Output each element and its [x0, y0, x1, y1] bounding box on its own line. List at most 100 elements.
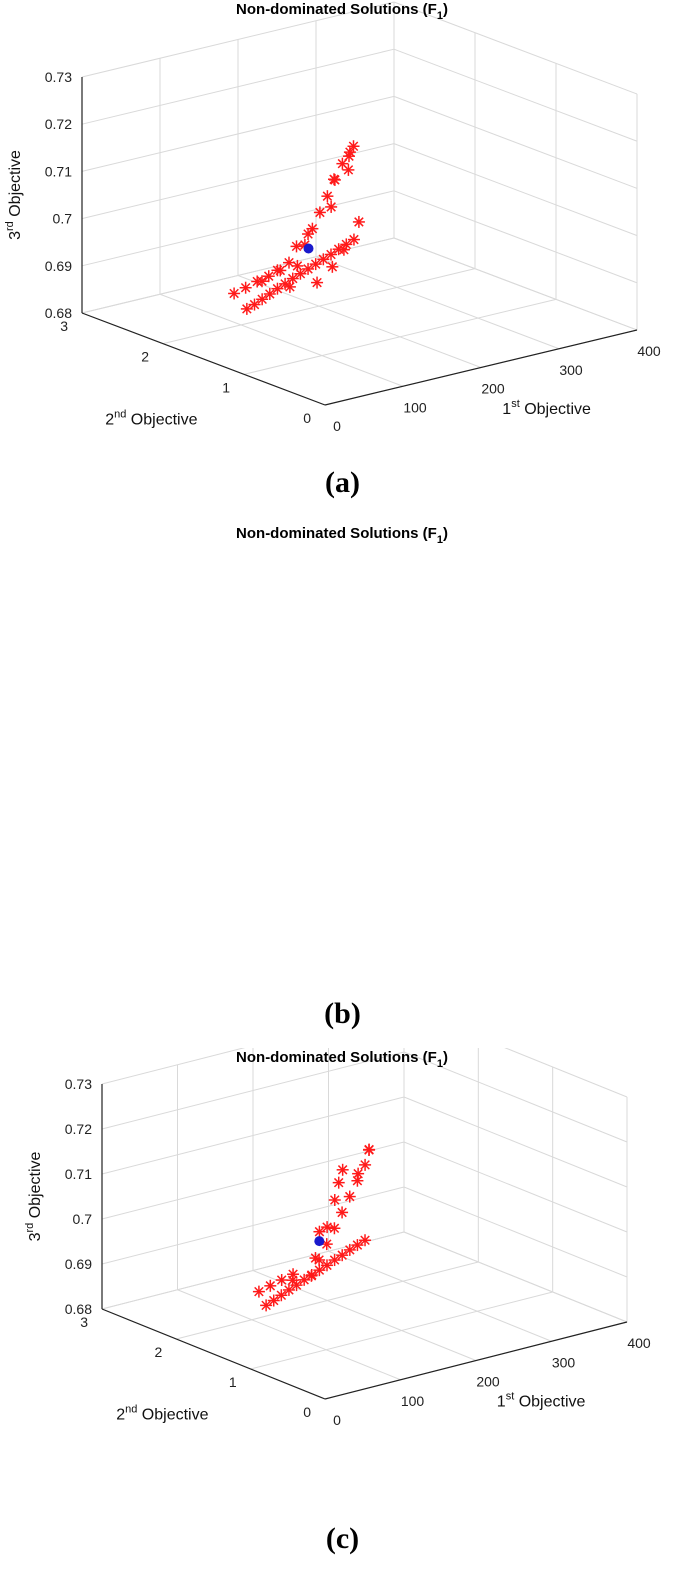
grid-line [81, 48, 395, 125]
data-point [311, 276, 324, 289]
grid-line [81, 190, 395, 267]
z-tick-label: 0.73 [45, 69, 72, 85]
data-point [328, 1254, 341, 1267]
x-axis-label: 1st Objective [497, 1391, 586, 1411]
data-point [347, 140, 360, 153]
data-point [352, 215, 365, 228]
data-point [328, 173, 340, 186]
chart-title: Non-dominated Solutions (F1) [236, 1049, 448, 1070]
data-point [321, 1221, 334, 1234]
y-tick-label: 2 [155, 1344, 163, 1360]
data-point [228, 287, 241, 300]
data-point [302, 262, 315, 275]
grid-line [101, 1096, 405, 1175]
z-tick-label: 0.71 [45, 163, 72, 179]
x-tick-label: 300 [559, 362, 583, 378]
y-tick-label: 0 [303, 410, 311, 426]
z-tick-label: 0.7 [53, 211, 73, 227]
data-point [343, 1243, 356, 1256]
grid-line [159, 293, 404, 387]
highlight-point [303, 243, 314, 254]
y-axis-label: 2nd Objective [105, 408, 197, 428]
data-point [332, 1176, 345, 1189]
data-point [325, 248, 337, 261]
y-axis-line [81, 312, 326, 406]
grid-line [81, 95, 395, 172]
x-tick-label: 100 [403, 399, 427, 415]
z-tick-label: 0.73 [65, 1076, 92, 1092]
x-tick-label: 200 [476, 1374, 500, 1390]
data-point [290, 240, 303, 253]
data-point [271, 264, 284, 277]
z-tick-label: 0.71 [65, 1166, 92, 1182]
data-point [309, 1252, 322, 1265]
data-point [343, 150, 355, 163]
data-point [343, 1190, 356, 1203]
data-point [309, 258, 322, 271]
data-point [283, 280, 296, 293]
grid-line [393, 143, 638, 237]
grid-line [328, 1250, 552, 1342]
grid-line [315, 256, 560, 350]
data-point [262, 270, 275, 283]
y-tick-label: 1 [229, 1374, 237, 1390]
y-tick-label: 3 [60, 318, 68, 334]
data-point [248, 298, 261, 311]
grid-line [101, 1048, 246, 1085]
x-tick-label: 100 [401, 1393, 425, 1409]
y-tick-label: 1 [222, 379, 230, 395]
z-tick-label: 0.68 [45, 305, 72, 321]
data-point [275, 1289, 288, 1302]
data-point [313, 206, 326, 219]
data-point [256, 275, 268, 288]
grid-line [393, 48, 638, 142]
data-point [302, 228, 315, 241]
z-tick-label: 0.69 [65, 1256, 92, 1272]
data-point [351, 1239, 364, 1252]
x-tick-label: 400 [627, 1335, 651, 1351]
data-point [363, 1143, 376, 1156]
grid-line [243, 298, 557, 375]
data-point [321, 190, 334, 203]
grid-line [393, 1, 638, 95]
data-point [336, 1163, 349, 1176]
data-point [320, 1259, 333, 1272]
data-point [337, 243, 350, 256]
grid-line [250, 1291, 553, 1370]
data-point [336, 1249, 349, 1262]
x-tick-label: 400 [637, 343, 661, 359]
grid-line [81, 143, 395, 220]
chart-a: 0 100 200 300 400 0 1 2 30.68 0.69 0.7 0.71 0.72 0.73… [4, 1, 661, 434]
y-tick-label: 2 [141, 349, 149, 365]
z-tick-label: 0.69 [45, 258, 72, 274]
z-tick-label: 0.7 [73, 1211, 93, 1227]
grid-line [252, 1270, 477, 1361]
data-point [305, 1269, 318, 1282]
chart-title: Non-dominated Solutions (F1) [236, 1, 448, 22]
chart-c: 0 100 200 300 400 0 1 2 30.68 0.69 0.7 0.71 0.72 0.73… [24, 1048, 651, 1428]
grid-line [403, 1141, 628, 1233]
y-tick-label: 3 [80, 1314, 88, 1330]
chart-panel-a: 0 100 200 300 400 0 1 2 3 0.68 0.69 0.7 0.71 0.72 0.73… [0, 0, 685, 468]
grid-line [393, 237, 638, 331]
data-point [359, 1158, 372, 1171]
chart-panel-c: 0 100 200 300 400 0 1 2 3 0.68 0.69 0.7 0.71 0.72 0.73… [0, 1048, 685, 1524]
data-point [282, 1283, 295, 1296]
x-axis-label: 1st Objective [502, 398, 591, 418]
data-point [267, 1294, 280, 1307]
data-point [286, 1274, 299, 1287]
grid-line [403, 1186, 628, 1278]
grid-line [393, 190, 638, 284]
highlight-point [314, 1236, 325, 1247]
data-point [313, 1264, 326, 1277]
grid-line [177, 1289, 401, 1381]
data-point [336, 1206, 349, 1219]
caption-b: (b) [324, 997, 361, 1030]
data-point [317, 253, 330, 266]
z-tick-label: 0.68 [65, 1301, 92, 1317]
grid-line [237, 275, 482, 368]
grid-line [504, 1048, 628, 1098]
chart-title: Non-dominated Solutions (F1) [236, 525, 448, 546]
data-point [342, 163, 355, 176]
data-point [264, 1279, 277, 1292]
